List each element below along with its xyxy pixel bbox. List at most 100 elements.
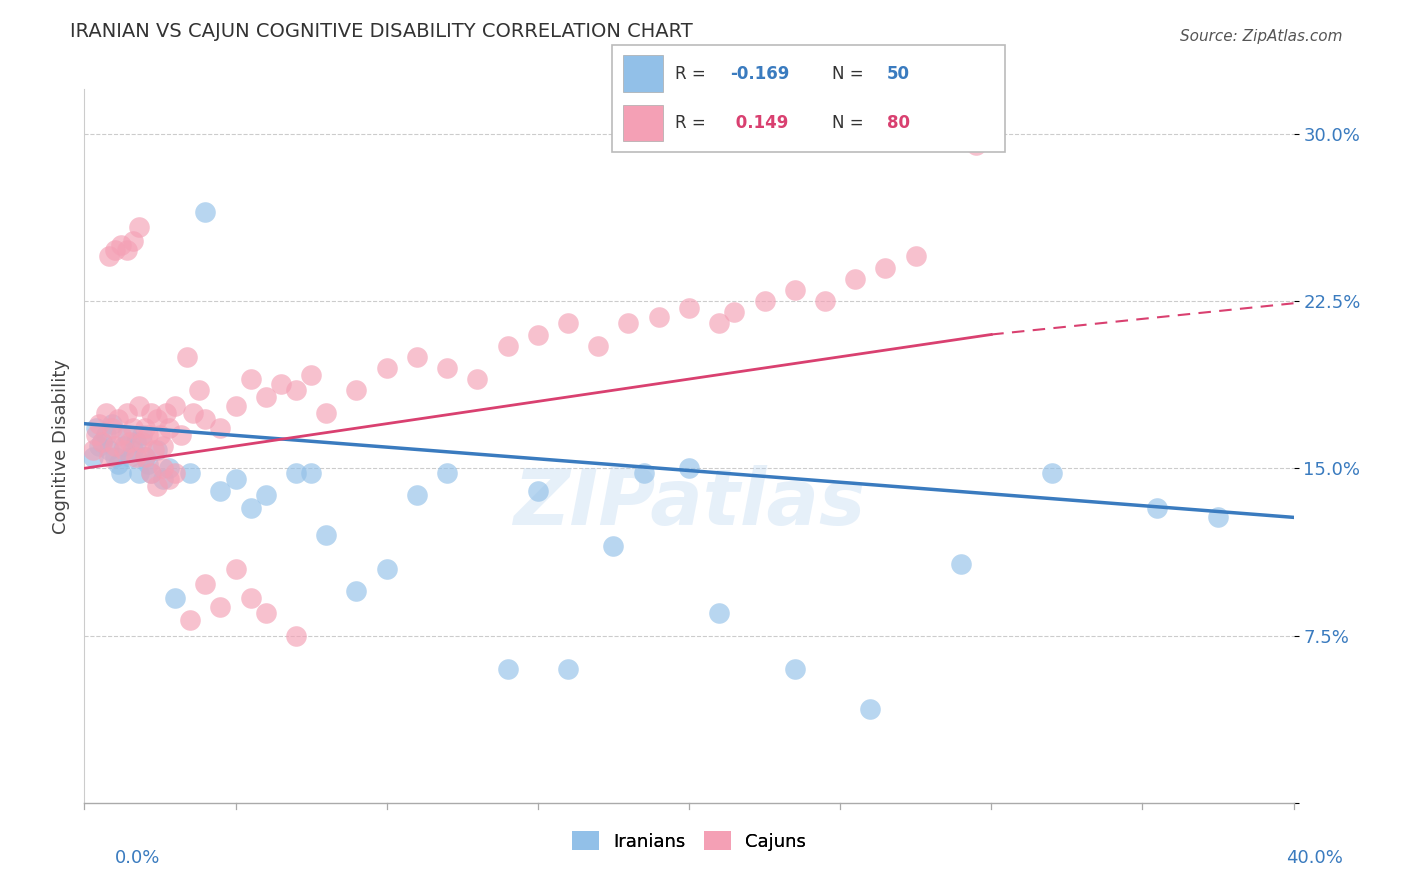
Point xyxy=(965,137,987,152)
Point xyxy=(134,421,156,435)
Point xyxy=(527,483,550,498)
Point xyxy=(346,384,368,398)
Point xyxy=(239,501,262,516)
Point xyxy=(94,427,117,442)
FancyBboxPatch shape xyxy=(612,45,1005,152)
Point xyxy=(527,327,550,342)
Point xyxy=(436,360,458,375)
Point xyxy=(406,350,429,364)
Point xyxy=(315,528,337,542)
Point xyxy=(194,412,217,426)
Point xyxy=(128,399,150,413)
Point xyxy=(121,421,143,435)
Point xyxy=(146,443,169,458)
Point xyxy=(131,427,153,442)
Point xyxy=(94,405,117,419)
Point xyxy=(97,249,120,264)
Point xyxy=(285,466,308,480)
Point xyxy=(118,450,141,464)
Point xyxy=(709,607,731,621)
Point xyxy=(678,461,700,475)
Point xyxy=(131,434,153,449)
Text: 80: 80 xyxy=(887,114,910,132)
Text: 40.0%: 40.0% xyxy=(1286,849,1343,867)
Point xyxy=(181,405,204,419)
Point xyxy=(496,338,519,352)
Point xyxy=(112,443,135,458)
Point xyxy=(678,301,700,315)
Text: R =: R = xyxy=(675,64,710,82)
Point xyxy=(110,238,132,252)
Point xyxy=(950,557,973,572)
Text: 0.149: 0.149 xyxy=(730,114,789,132)
Point xyxy=(97,450,120,464)
Text: R =: R = xyxy=(675,114,710,132)
Point xyxy=(557,316,579,330)
Point xyxy=(121,234,143,248)
Point xyxy=(239,591,262,605)
Point xyxy=(100,417,122,431)
Point xyxy=(859,702,882,716)
Point xyxy=(783,662,806,676)
Point xyxy=(139,466,162,480)
Point xyxy=(86,427,108,442)
Y-axis label: Cognitive Disability: Cognitive Disability xyxy=(52,359,70,533)
Point xyxy=(188,384,211,398)
Point xyxy=(110,466,132,480)
Point xyxy=(648,310,671,324)
Point xyxy=(315,405,337,419)
Point xyxy=(165,466,187,480)
Point xyxy=(270,376,292,391)
Point xyxy=(107,412,129,426)
Point xyxy=(723,305,745,319)
Point xyxy=(436,466,458,480)
Point xyxy=(110,427,132,442)
Text: 50: 50 xyxy=(887,64,910,82)
Point xyxy=(170,427,193,442)
Point xyxy=(97,443,120,458)
Text: 0.0%: 0.0% xyxy=(115,849,160,867)
Point xyxy=(91,434,114,449)
Point xyxy=(112,439,135,453)
Point xyxy=(209,599,232,614)
Point xyxy=(152,461,174,475)
Point xyxy=(107,457,129,471)
Point xyxy=(783,283,806,297)
Point xyxy=(406,488,429,502)
Text: IRANIAN VS CAJUN COGNITIVE DISABILITY CORRELATION CHART: IRANIAN VS CAJUN COGNITIVE DISABILITY CO… xyxy=(70,22,693,41)
Text: N =: N = xyxy=(832,114,869,132)
Point xyxy=(115,427,138,442)
Point xyxy=(89,439,111,453)
Point xyxy=(152,439,174,453)
Point xyxy=(179,613,201,627)
Point xyxy=(254,488,277,502)
Point xyxy=(346,583,368,598)
Point xyxy=(115,405,138,419)
Point xyxy=(149,427,172,442)
FancyBboxPatch shape xyxy=(623,104,662,141)
Point xyxy=(1040,466,1063,480)
Point xyxy=(104,450,127,464)
Text: Source: ZipAtlas.com: Source: ZipAtlas.com xyxy=(1180,29,1343,44)
Point xyxy=(375,562,398,576)
Point xyxy=(136,427,159,442)
Point xyxy=(754,293,776,308)
Point xyxy=(209,421,232,435)
Point xyxy=(904,249,927,264)
Point xyxy=(146,479,169,493)
Point xyxy=(179,466,201,480)
Point xyxy=(134,450,156,464)
Point xyxy=(139,466,162,480)
Point xyxy=(602,539,624,553)
Point xyxy=(139,405,162,419)
Point xyxy=(875,260,897,275)
Point xyxy=(165,399,187,413)
Point xyxy=(142,443,165,458)
Point xyxy=(225,399,247,413)
Point xyxy=(194,577,217,591)
Point xyxy=(128,466,150,480)
Point xyxy=(157,473,180,487)
Point xyxy=(844,271,866,285)
Point xyxy=(128,220,150,235)
Point xyxy=(239,372,262,386)
